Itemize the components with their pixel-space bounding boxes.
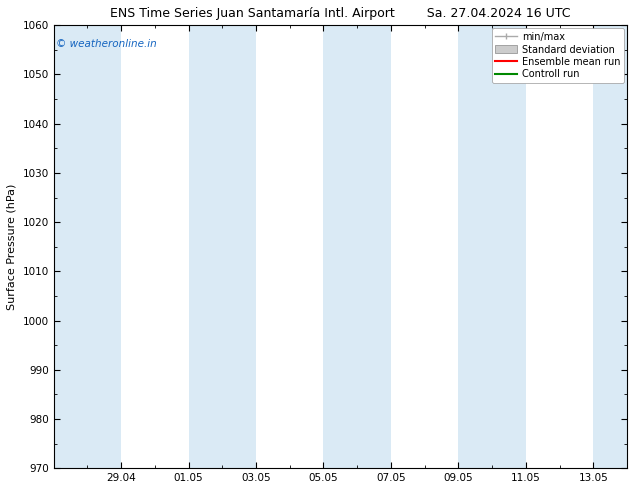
Bar <box>458 25 526 468</box>
Y-axis label: Surface Pressure (hPa): Surface Pressure (hPa) <box>7 184 17 310</box>
Bar <box>54 25 121 468</box>
Bar <box>323 25 391 468</box>
Text: © weatheronline.in: © weatheronline.in <box>56 39 157 49</box>
Bar <box>593 25 627 468</box>
Bar <box>188 25 256 468</box>
Title: ENS Time Series Juan Santamaría Intl. Airport        Sa. 27.04.2024 16 UTC: ENS Time Series Juan Santamaría Intl. Ai… <box>110 7 571 20</box>
Legend: min/max, Standard deviation, Ensemble mean run, Controll run: min/max, Standard deviation, Ensemble me… <box>491 28 624 83</box>
